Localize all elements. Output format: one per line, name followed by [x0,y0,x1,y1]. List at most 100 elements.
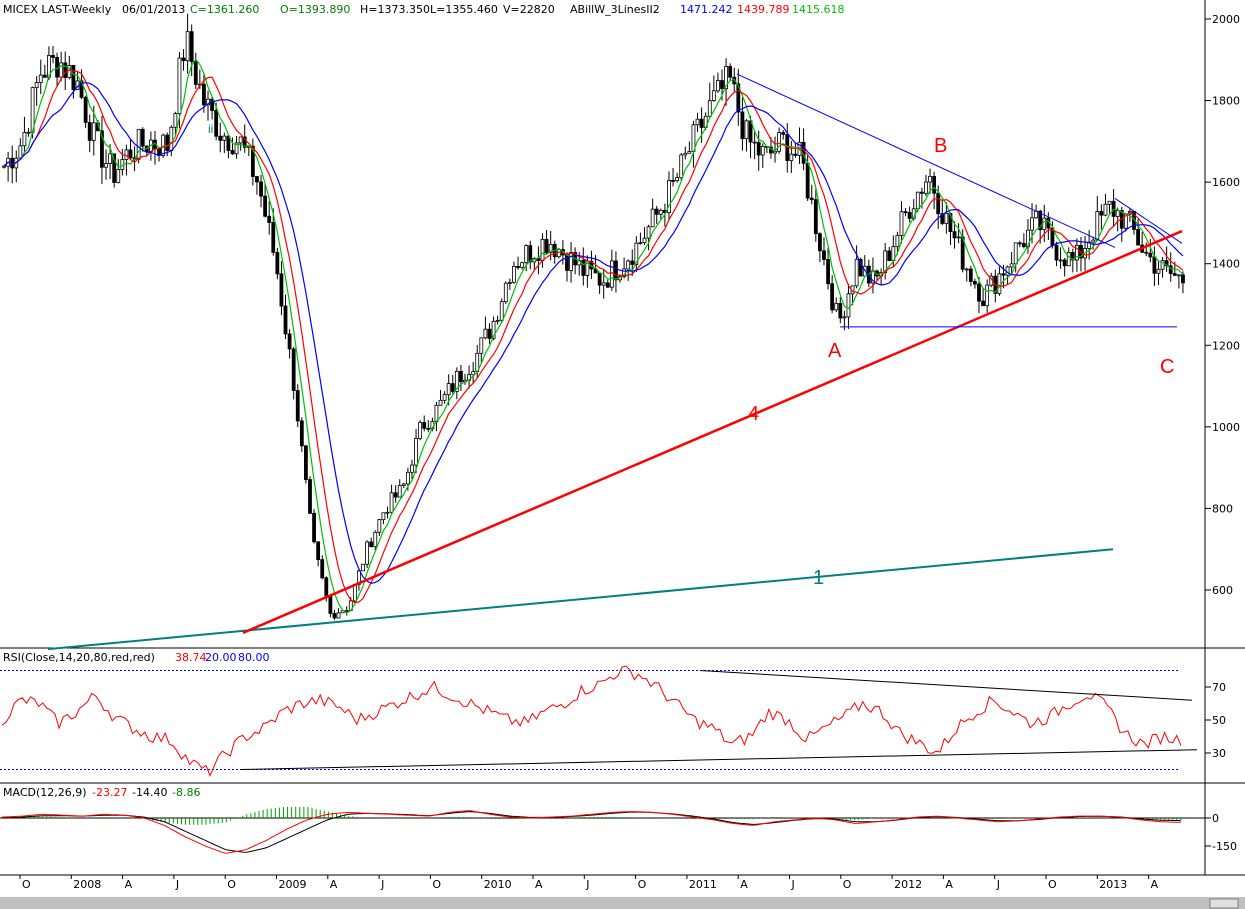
candle-body [936,192,941,215]
candle-body [1030,217,1034,231]
candle-body [112,153,117,183]
rsi-panel-bg [0,648,1205,783]
candle-body [524,245,529,264]
candle-body [63,62,68,78]
candle-body [193,61,198,85]
wave-c-label: C [1160,356,1174,378]
candle-body [275,252,280,275]
date-tick-label: A [1151,878,1159,891]
candle-body [471,371,476,376]
ma-blue-line [3,82,1184,584]
price-y-axis: 600 800 1000 1200 1400 1600 1800 2000 [1205,13,1240,597]
candle-body [1074,244,1079,261]
candle-body [42,74,47,78]
candle-body [214,110,219,137]
macd-tick-label: 0 [1212,812,1219,825]
candle-body [899,211,904,236]
candle-body [491,320,496,339]
rsi-label: RSI(Close,14,20,80,red,red) [3,651,155,664]
date-tick-label: 2009 [279,878,307,891]
candle-body [964,268,969,271]
date-tick-label: J [175,878,179,891]
candle-body [422,422,427,429]
scrollbar-thumb[interactable] [1209,898,1239,909]
candle-body [210,98,214,111]
candle-body [418,422,423,439]
date-tick-label: O [843,878,852,891]
date-tick-label: 2012 [894,878,922,891]
candle-body [720,80,724,90]
candle-body [483,328,488,339]
candle-body [87,121,92,141]
moving-averages [3,58,1184,614]
candle-body [291,348,296,391]
trend-line-4 [242,229,1183,634]
candle-body [695,118,700,126]
candle-body [1017,242,1022,245]
candle-body [707,100,712,117]
candle-body [932,175,937,194]
candle-body [1013,242,1018,265]
candle-body [813,199,818,235]
candle-body [328,595,333,614]
ma-blue-value: 1471.242 [680,3,733,16]
candle-body [683,152,688,156]
chart-date: 06/01/2013 [122,3,185,16]
candle-body [234,142,239,155]
candle-body [389,492,394,513]
candle-body [1144,251,1149,254]
candle-body [507,281,512,284]
candle-body [548,243,553,253]
candle-body [773,150,777,154]
candle-body [401,483,406,486]
candle-body [1054,244,1059,261]
candle-body [1115,210,1120,217]
candle-body [140,128,145,147]
chart-title: MICEX LAST-Weekly [3,3,112,16]
candle-body [1009,263,1014,268]
candle-body [944,212,949,224]
date-tick-label: 2013 [1099,878,1127,891]
candle-body [299,420,304,447]
macd-line [1,810,1181,854]
candle-body [238,136,243,144]
candle-body [442,394,447,401]
macd-value: -23.27 [92,786,127,799]
candle-body [1152,256,1157,274]
candle-body [667,180,671,213]
candle-body [18,145,23,159]
candle-body [414,438,418,466]
price-panel-bg [0,0,1205,648]
candle-body [38,74,43,83]
candle-body [1099,211,1104,216]
candle-body [907,212,912,219]
candle-body [454,370,459,392]
candle-body [255,176,259,183]
macd-signal-value: -14.40 [132,786,167,799]
candle-body [895,234,900,248]
candle-body [883,250,888,273]
candle-body [614,260,618,281]
candle-body [1058,259,1063,262]
candle-body [165,134,170,151]
date-tick-label: O [22,878,31,891]
candles [2,13,1185,621]
candle-body [336,612,341,619]
candle-body [997,273,1002,294]
candle-body [230,150,235,155]
candle-body [1136,229,1140,246]
date-tick-label: J [791,878,795,891]
candle-body [1095,211,1100,241]
date-tick-label: O [432,878,441,891]
candle-body [381,512,386,521]
trend-line-1 [47,548,1114,651]
candle-body [924,181,928,194]
candle-body [308,479,312,514]
scrollbar[interactable] [0,897,1245,909]
candle-body [903,211,908,214]
candle-body [1107,200,1112,205]
date-tick-label: A [740,878,748,891]
date-x-axis: O 2008 A J O 2009 A J O 2010 A J O 2011 A J O 2012 A J O 2013… [19,875,1159,891]
trend-1-label: 1 [813,567,824,589]
